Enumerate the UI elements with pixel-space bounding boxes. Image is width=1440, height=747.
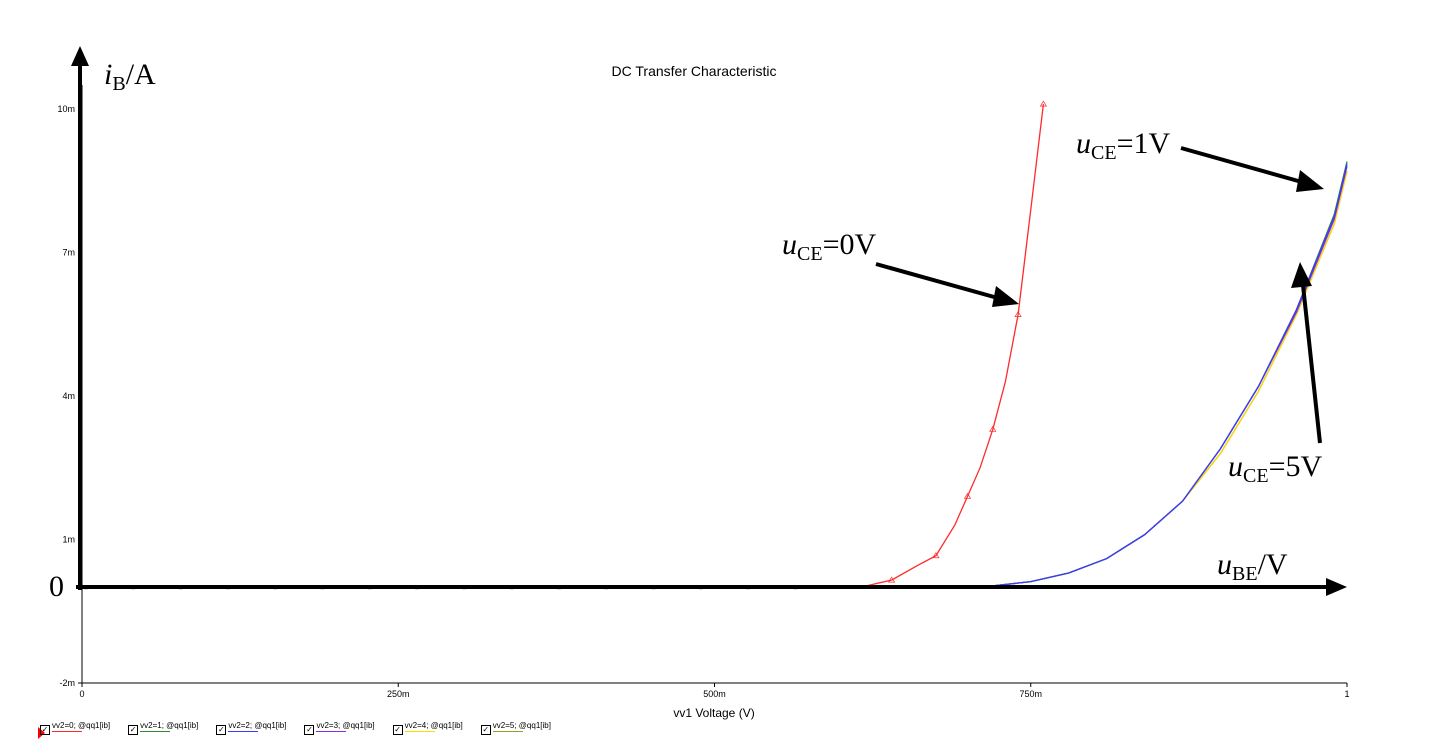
x-tick-label: 0 <box>79 689 84 699</box>
series-line <box>954 161 1348 588</box>
series-point <box>963 492 972 499</box>
series-point <box>1039 100 1048 107</box>
origin-label: 0 <box>49 570 64 603</box>
annotation-uce-1v: uCE=1V <box>1076 127 1170 164</box>
legend-checkbox[interactable]: ✓ <box>392 725 403 735</box>
annotation-uce-0v: uCE=0V <box>782 228 876 265</box>
arrow-uce-0v <box>875 262 1013 304</box>
legend-item[interactable]: ✓ vv2=1; @qq1[ib] <box>128 721 198 739</box>
y-tick-label: 7m <box>62 247 75 257</box>
legend-swatch <box>492 731 523 732</box>
legend-item[interactable]: ✓ vv2=4; @qq1[ib] <box>392 721 463 739</box>
y-tick-label: 10m <box>57 104 75 114</box>
legend-label: vv2=2; @qq1[ib] <box>228 721 287 730</box>
legend-item[interactable]: ✓ vv2=3; @qq1[ib] <box>304 721 375 739</box>
legend-label: vv2=0; @qq1[ib] <box>52 721 111 730</box>
series-point <box>932 552 940 559</box>
annotation-uce-5v: uCE=5V <box>1228 450 1322 487</box>
arrow-uce-5v-head <box>1291 262 1312 288</box>
arrow-uce-1v <box>1180 146 1317 188</box>
series-line <box>954 170 1348 588</box>
legend-label: vv2=4; @qq1[ib] <box>404 721 463 730</box>
series-point <box>887 576 896 583</box>
chart-title: DC Transfer Characteristic <box>612 63 777 79</box>
series-line <box>954 170 1348 588</box>
series-line <box>840 104 1045 588</box>
x-axis-label: vv1 Voltage (V) <box>673 706 754 720</box>
legend-checkbox[interactable]: ✓ <box>216 725 227 735</box>
legend-swatch <box>228 731 259 732</box>
x-ticks: 0 250m 500m 750m 1 <box>79 683 1350 699</box>
legend-item[interactable]: ✓ vv2=0; @qq1[ib] <box>40 721 110 739</box>
x-axis-overlay-label: uBE/V <box>1217 548 1288 585</box>
series-point <box>989 425 997 432</box>
legend-swatch <box>316 731 347 732</box>
x-tick-label: 500m <box>703 689 726 699</box>
overlay-x-arrowhead <box>1326 578 1347 596</box>
legend: ✓ vv2=0; @qq1[ib] ✓ vv2=1; @qq1[ib] ✓ vv2=2; … <box>40 721 551 739</box>
y-tick-label: -2m <box>60 678 76 688</box>
y-tick-label: 1m <box>62 534 75 544</box>
arrow-uce-5v <box>1300 275 1322 444</box>
legend-checkbox[interactable]: ✓ <box>304 725 315 735</box>
legend-item[interactable]: ✓ vv2=5; @qq1[ib] <box>480 721 551 739</box>
legend-selection-marker <box>38 727 45 739</box>
y-axis-overlay-label: iB/A <box>104 58 156 95</box>
series-point <box>1014 310 1022 317</box>
series-line <box>954 163 1348 588</box>
legend-swatch <box>52 731 82 732</box>
legend-label: vv2=1; @qq1[ib] <box>140 721 199 730</box>
legend-checkbox[interactable]: ✓ <box>40 725 50 735</box>
legend-swatch <box>404 731 435 732</box>
legend-label: vv2=3; @qq1[ib] <box>316 721 375 730</box>
x-tick-label: 1 <box>1344 689 1349 699</box>
arrow-uce-1v-head <box>1296 170 1324 192</box>
y-tick-label: 4m <box>62 391 75 401</box>
arrow-uce-0v-head <box>992 286 1019 307</box>
legend-label: vv2=5; @qq1[ib] <box>492 721 551 730</box>
overlay-y-arrowhead <box>71 46 89 66</box>
x-tick-label: 250m <box>387 689 410 699</box>
x-tick-label: 750m <box>1019 689 1042 699</box>
legend-checkbox[interactable]: ✓ <box>128 725 139 735</box>
legend-item[interactable]: ✓ vv2=2; @qq1[ib] <box>216 721 286 739</box>
series-line <box>954 166 1348 588</box>
legend-checkbox[interactable]: ✓ <box>480 725 491 735</box>
legend-swatch <box>140 731 171 732</box>
